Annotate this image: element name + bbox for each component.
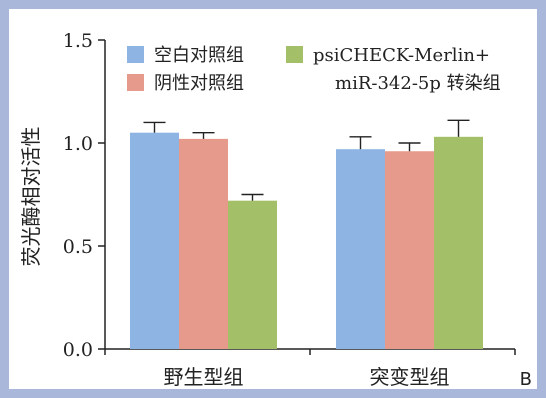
y-tick-label: 1.0 [63, 133, 93, 155]
legend-swatch [286, 46, 303, 63]
x-category-label: 野生型组 [164, 365, 244, 389]
bar [385, 151, 434, 349]
legend-swatch [127, 74, 144, 91]
bar [130, 132, 179, 349]
legend-label: 阴性对照组 [154, 73, 244, 94]
legend-label: miR-342-5p 转染组 [335, 73, 501, 94]
bar [434, 136, 483, 349]
x-categories: 野生型组 突变型组 [164, 365, 450, 389]
bar [179, 138, 228, 349]
y-tick-label: 0.5 [63, 236, 93, 258]
y-tick-label: 0.0 [63, 339, 93, 361]
y-tick-label: 1.5 [63, 30, 93, 52]
x-category-label: 突变型组 [370, 365, 450, 389]
y-ticks: 0.0 0.5 1.0 1.5 [63, 30, 105, 361]
error-bars [143, 119, 470, 201]
legend-label: psiCHECK-Merlin+ [313, 45, 490, 66]
legend-label: 空白对照组 [154, 45, 244, 66]
bar [336, 149, 385, 349]
legend-swatch [127, 46, 144, 63]
bar [228, 200, 277, 349]
y-axis-label: 荧光酶相对活性 [19, 127, 43, 267]
panel-label: B [519, 369, 532, 390]
bars [130, 132, 483, 349]
